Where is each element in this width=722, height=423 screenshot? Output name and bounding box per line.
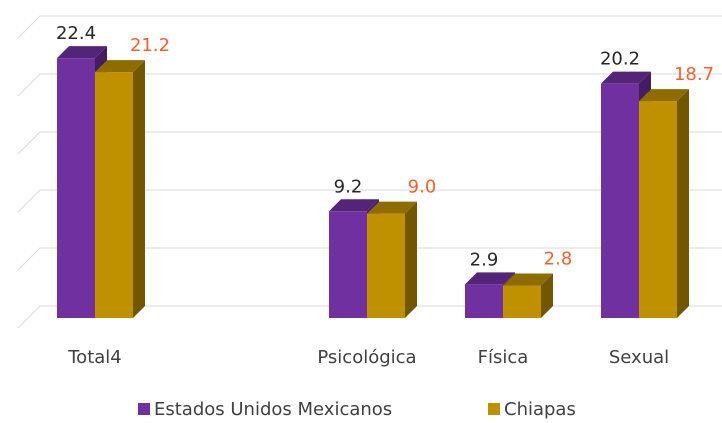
- grid-line: [17, 247, 722, 271]
- bar: [601, 83, 639, 319]
- value-label: 22.4: [56, 23, 96, 44]
- legend-label: Chiapas: [504, 399, 576, 420]
- value-label: 2.9: [470, 249, 499, 270]
- grid-line: [17, 131, 722, 155]
- value-label: 9.0: [408, 177, 437, 198]
- bar: [57, 58, 95, 318]
- bar-side: [133, 60, 145, 318]
- bar: [465, 284, 503, 318]
- bar-top: [57, 46, 107, 59]
- bar-side: [541, 273, 553, 318]
- bar: [367, 213, 405, 318]
- legend-label: Estados Unidos Mexicanos: [154, 399, 392, 420]
- bar-top: [601, 71, 651, 84]
- bar-top: [95, 60, 145, 73]
- x-tick-label: Física: [478, 347, 529, 368]
- bar: [639, 101, 677, 318]
- legend-swatch: [138, 403, 150, 415]
- bar: [95, 72, 133, 318]
- legend-swatch: [488, 403, 500, 415]
- grid-line: [17, 189, 722, 213]
- bar-top: [367, 201, 417, 214]
- x-tick-label: Sexual: [609, 347, 669, 368]
- value-label: 21.2: [130, 35, 170, 56]
- bar-top: [465, 272, 515, 285]
- bar-top: [639, 89, 689, 102]
- bar-side: [405, 201, 417, 318]
- grid-line: [17, 73, 722, 97]
- bar-top: [503, 273, 553, 286]
- bar: [503, 285, 541, 318]
- bar: [329, 211, 367, 318]
- grid-line: [17, 15, 722, 39]
- value-label: 18.7: [674, 64, 714, 85]
- x-tick-label: Total4: [67, 347, 122, 368]
- value-label: 20.2: [600, 49, 640, 70]
- value-label: 2.8: [544, 249, 573, 270]
- bar-top: [329, 199, 379, 212]
- bar-side: [677, 89, 689, 318]
- x-tick-label: Psicológica: [317, 347, 416, 368]
- value-label: 9.2: [334, 176, 363, 197]
